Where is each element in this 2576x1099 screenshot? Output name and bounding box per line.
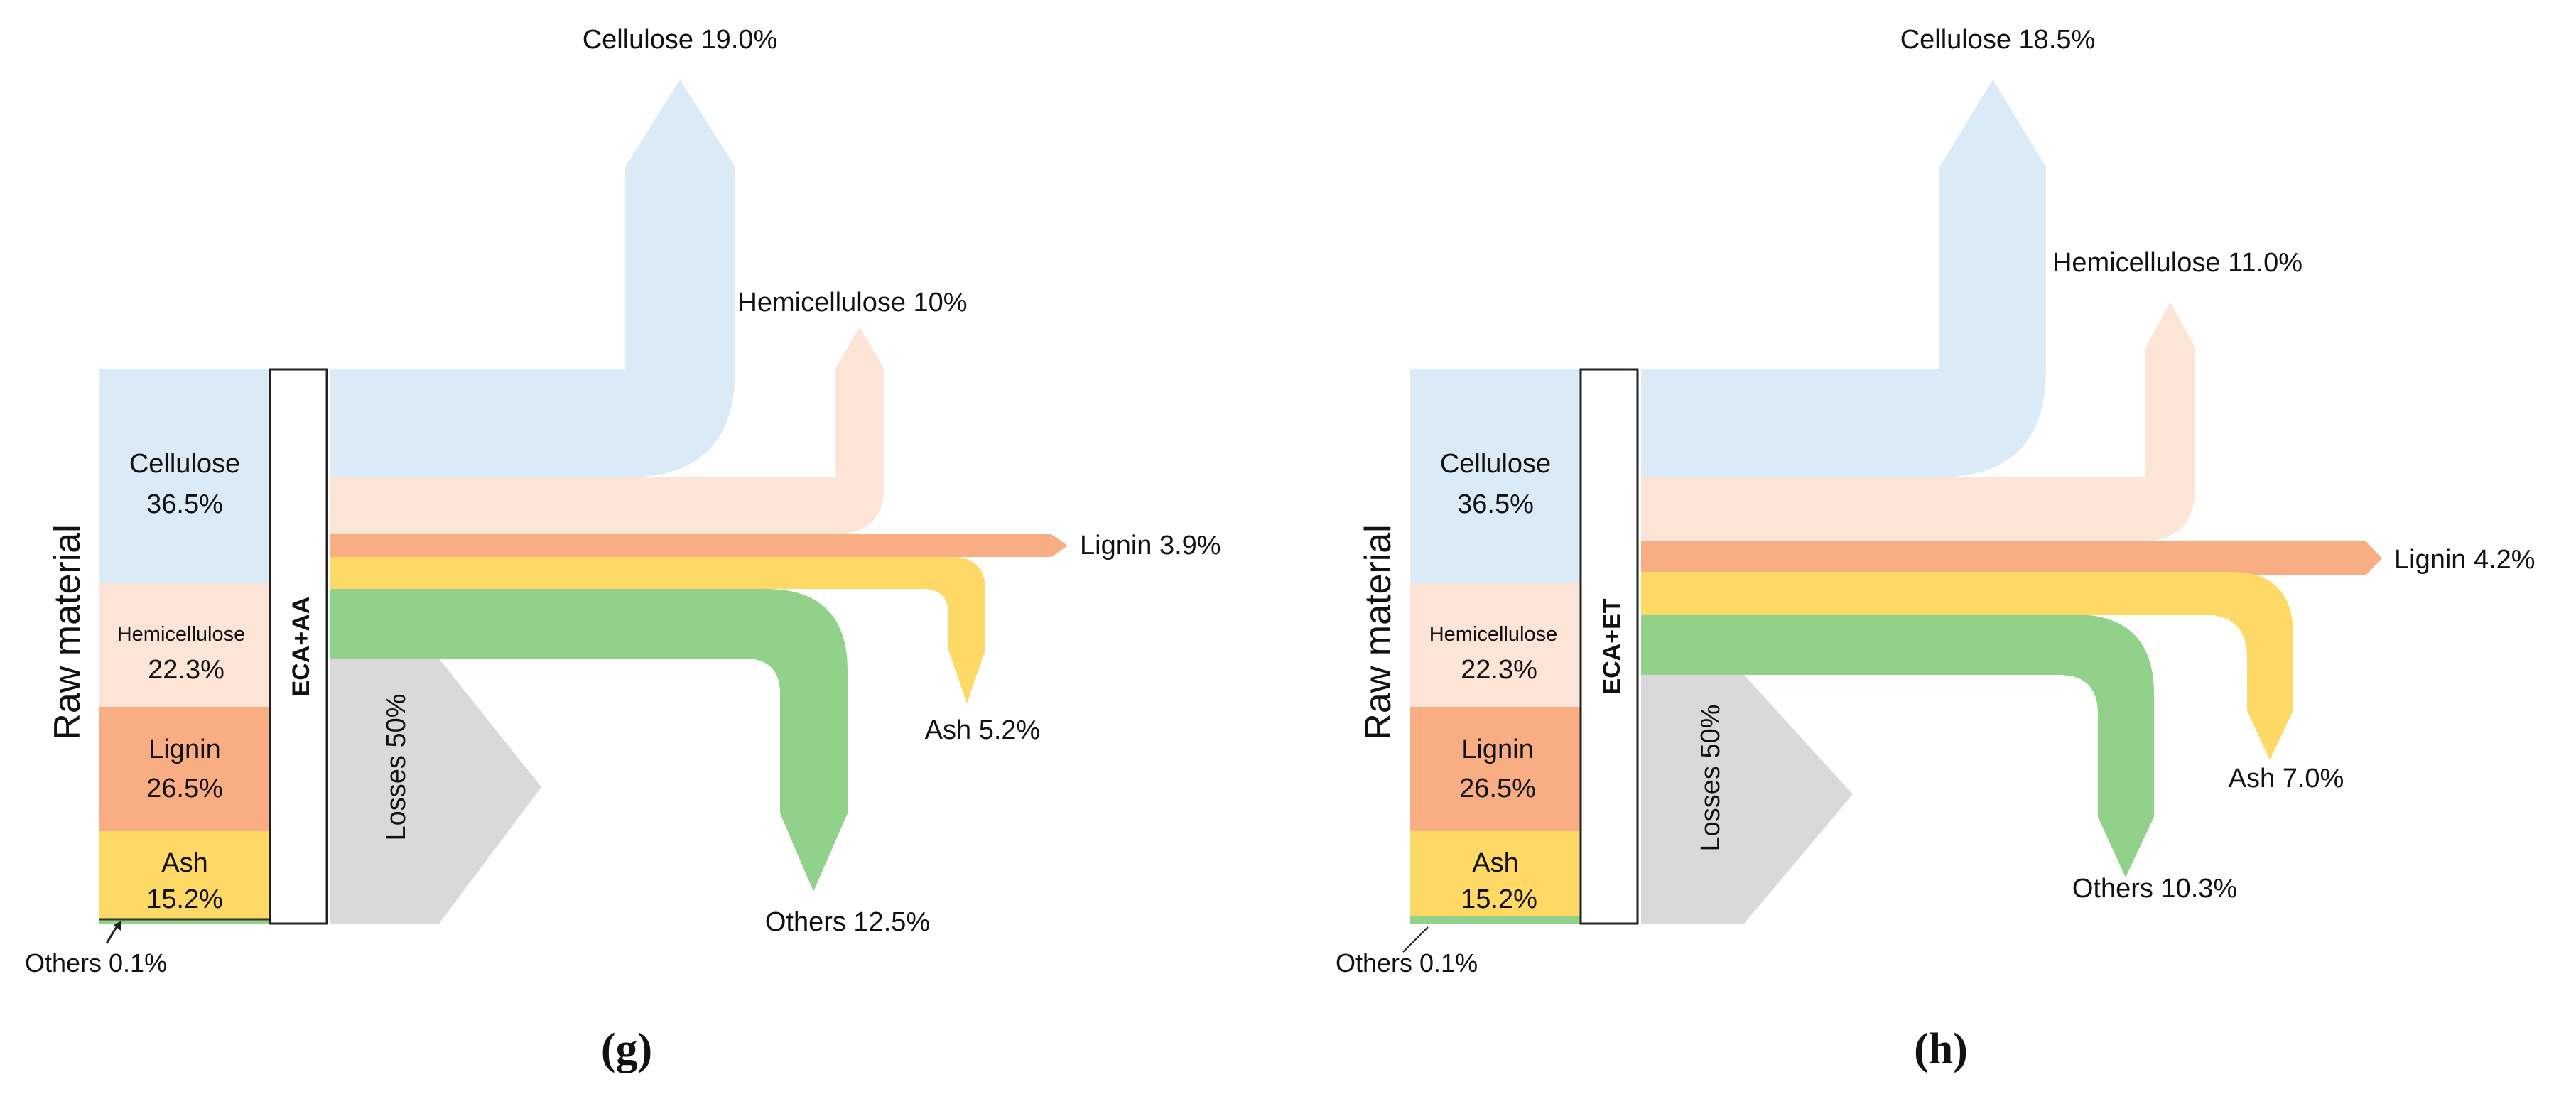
flow-others-out [1641, 615, 2154, 817]
axis-label-raw-material: Raw material [1358, 524, 1399, 740]
process-box [269, 368, 328, 925]
output-label-cellulose: Cellulose 18.5% [1900, 25, 2096, 55]
input-bar-cellulose [99, 369, 270, 583]
arrowhead-hemicellulose [2145, 302, 2195, 348]
process-label: ECA+AA [288, 597, 315, 697]
arrowhead-cellulose [625, 80, 735, 167]
input-bar-others [99, 919, 270, 924]
output-label-ash: Ash 7.0% [2229, 764, 2344, 794]
input-bar-cellulose [1410, 369, 1581, 583]
input-value-hemicellulose: 22.3% [1461, 655, 1537, 685]
axis-label-raw-material: Raw material [47, 524, 88, 740]
flow-lignin-out [330, 534, 1068, 557]
flow-cellulose-out [1641, 167, 2046, 477]
output-label-lignin: Lignin 3.9% [1080, 531, 1221, 561]
panel-caption: (g) [601, 1025, 652, 1073]
flow-ash-out [330, 557, 985, 650]
panel-caption: (h) [1914, 1025, 1968, 1073]
input-label-cellulose: Cellulose [129, 449, 240, 479]
others-leader-line [105, 925, 119, 944]
output-label-others: Others 10.3% [2072, 874, 2237, 904]
input-value-ash: 15.2% [1461, 884, 1537, 914]
flow-losses [1641, 675, 1853, 924]
flow-losses [330, 659, 541, 924]
others-leader-arrowhead [114, 921, 121, 931]
input-value-hemicellulose: 22.3% [148, 655, 224, 685]
input-bar-ash [99, 831, 270, 919]
arrowhead-others [2098, 817, 2154, 877]
input-label-cellulose: Cellulose [1440, 449, 1551, 479]
process-box [1579, 368, 1639, 925]
flow-hemicellulose-out [330, 369, 884, 534]
output-label-hemicellulose: Hemicellulose 11.0% [2052, 248, 2302, 278]
output-label-lignin: Lignin 4.2% [2394, 545, 2536, 575]
input-label-lignin: Lignin [1461, 735, 1533, 764]
arrowhead-others [780, 813, 848, 892]
arrowhead-ash [2247, 710, 2293, 760]
output-label-losses: Losses 50% [381, 693, 411, 840]
input-value-cellulose: 36.5% [1457, 489, 1534, 519]
input-bar-ash [1410, 831, 1581, 919]
flow-others-out [330, 589, 848, 813]
input-label-hemicellulose: Hemicellulose [117, 623, 246, 646]
output-label-cellulose: Cellulose 19.0% [583, 25, 778, 55]
input-label-ash: Ash [161, 848, 207, 878]
input-bar-others [1410, 916, 1581, 924]
input-label-lignin: Lignin [148, 735, 220, 764]
input-bar-hemicellulose [99, 583, 270, 707]
input-bar-lignin [1410, 707, 1581, 831]
input-value-lignin: 26.5% [1459, 774, 1536, 803]
arrowhead-cellulose [1939, 80, 2046, 167]
panel-g: Cellulose 36.5% Hemicellulose 22.3% Lign… [25, 25, 1221, 1073]
output-label-others: Others 12.5% [765, 907, 930, 937]
input-value-cellulose: 36.5% [146, 489, 223, 519]
output-label-ash: Ash 5.2% [925, 715, 1041, 745]
flow-hemicellulose-out [1641, 348, 2195, 541]
input-label-others: Others 0.1% [1336, 948, 1478, 978]
input-label-ash: Ash [1472, 848, 1518, 878]
panel-h: Cellulose 36.5% Hemicellulose 22.3% Lign… [1336, 25, 2536, 1073]
input-value-lignin: 26.5% [146, 774, 223, 803]
flow-lignin-out [1641, 541, 2382, 575]
input-bar-lignin [99, 707, 270, 831]
input-label-hemicellulose: Hemicellulose [1429, 623, 1558, 646]
output-label-hemicellulose: Hemicellulose 10% [737, 288, 967, 318]
input-bar-hemicellulose [1410, 583, 1581, 707]
others-leader-line [1402, 926, 1429, 953]
input-value-ash: 15.2% [146, 884, 223, 914]
input-label-others: Others 0.1% [25, 948, 167, 978]
flow-cellulose-out [330, 167, 735, 477]
output-label-losses: Losses 50% [1696, 704, 1726, 851]
process-label: ECA+ET [1598, 598, 1625, 694]
flow-ash-out [1641, 572, 2293, 710]
arrowhead-ash [948, 650, 985, 703]
arrowhead-hemicellulose [835, 327, 884, 369]
